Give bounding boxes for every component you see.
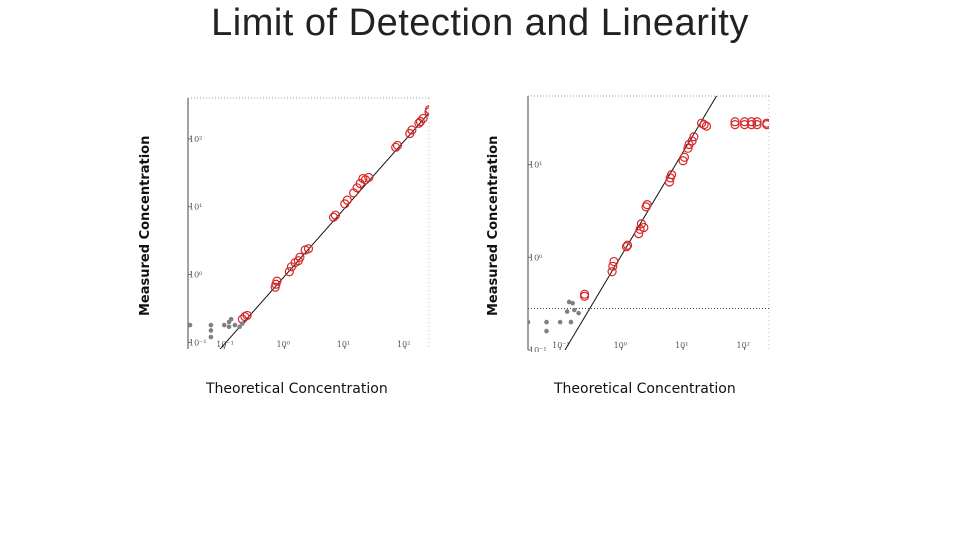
undetected-point (544, 328, 549, 334)
detected-point (622, 240, 633, 250)
undetected-point (570, 300, 575, 306)
x-tick-label: 10¹ (337, 340, 350, 349)
left-y-axis-label: Measured Concentration (138, 135, 153, 316)
undetected-point (544, 319, 549, 325)
y-tick-label: 10⁰ (189, 271, 202, 280)
undetected-point (232, 322, 238, 328)
x-tick-label: 10⁰ (277, 340, 290, 349)
left-chart: 10⁻¹ 10⁰ 10¹ 10² 10⁻¹ 10⁰ 10¹ 10² (187, 97, 430, 349)
detected-point (579, 289, 590, 299)
detected-point (679, 152, 689, 162)
undetected-point (221, 322, 227, 328)
undetected-point (564, 309, 570, 314)
undetected-point (572, 307, 577, 313)
detected-point (607, 267, 617, 277)
detected-point (666, 170, 677, 180)
detected-point (746, 120, 757, 130)
undetected-point (557, 319, 563, 325)
undetected-point (208, 322, 214, 328)
x-tick-label: 10² (397, 340, 410, 349)
detected-point (639, 222, 649, 233)
x-tick-label: 10² (737, 341, 750, 350)
undetected-point (566, 299, 572, 305)
y-tick-label: 10² (189, 135, 202, 144)
undetected-point (240, 321, 245, 326)
detected-point (392, 140, 403, 151)
detected-point (407, 125, 417, 135)
detected-point (418, 113, 428, 124)
detected-point (730, 117, 740, 127)
x-tick-label: 10⁰ (614, 341, 627, 350)
undetected-point (576, 310, 581, 316)
fit-line (564, 96, 717, 350)
detected-point (752, 117, 762, 127)
undetected-point (228, 316, 234, 322)
y-tick-label: 10⁰ (529, 253, 542, 262)
undetected-point (568, 319, 574, 325)
undetected-point (528, 319, 531, 325)
detected-point (391, 142, 401, 152)
detected-point (621, 242, 632, 252)
slide-title: Limit of Detection and Linearity (211, 2, 749, 44)
y-tick-label: 10⁻¹ (529, 346, 547, 352)
detected-point (295, 252, 305, 262)
plot-area (188, 105, 429, 349)
fit-line (219, 112, 429, 349)
detected-point (330, 210, 341, 220)
detected-point (699, 120, 709, 130)
x-tick-label: 10⁻¹ (216, 340, 234, 349)
detected-point (746, 117, 757, 127)
undetected-point (208, 328, 214, 333)
x-tick-label: 10⁻¹ (552, 341, 570, 350)
undetected-point (208, 334, 214, 340)
undetected-point (226, 324, 232, 330)
detected-point (752, 120, 762, 130)
detected-point (701, 121, 712, 131)
undetected-point (237, 324, 242, 330)
plot-area (528, 96, 769, 350)
detected-point (284, 267, 294, 277)
y-tick-label: 10¹ (529, 161, 542, 170)
detected-point (634, 229, 644, 239)
detected-point (687, 136, 697, 146)
detected-point (683, 143, 693, 153)
detected-point (364, 172, 374, 183)
detected-point (762, 118, 769, 128)
y-tick-label: 10⁻¹ (189, 338, 207, 347)
detected-point (303, 244, 314, 254)
detected-point (342, 195, 352, 205)
detected-point (642, 200, 652, 210)
x-tick-label: 10¹ (675, 341, 688, 350)
right-chart: 10⁻¹ 10⁰ 10¹ 10² 10⁻¹ 10⁰ 10¹ (527, 95, 770, 352)
detected-point (608, 261, 618, 271)
detected-point (689, 132, 699, 142)
detected-point (730, 120, 740, 130)
right-x-axis-label: Theoretical Concentration (554, 381, 736, 397)
detected-point (696, 118, 707, 128)
undetected-point (188, 322, 193, 328)
right-y-axis-label: Measured Concentration (486, 135, 501, 316)
detected-point (242, 310, 252, 321)
detected-point (609, 256, 619, 267)
detected-point (424, 107, 429, 117)
detected-point (328, 212, 339, 222)
detected-point (424, 105, 429, 115)
y-tick-label: 10¹ (189, 203, 202, 212)
detected-point (272, 276, 282, 286)
left-x-axis-label: Theoretical Concentration (206, 381, 388, 397)
detected-point (415, 116, 426, 127)
